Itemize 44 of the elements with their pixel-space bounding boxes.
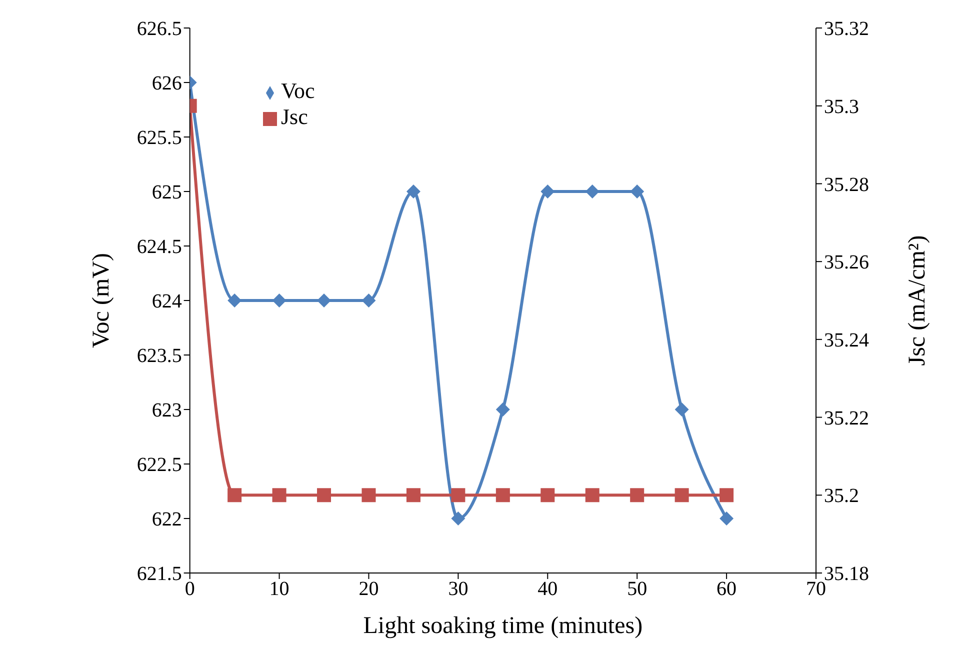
x-axis-title: Light soaking time (minutes) (363, 613, 643, 639)
y2-tick-label: 35.18 (824, 563, 869, 586)
y2-tick-label: 35.28 (824, 174, 869, 196)
y-tick-label: 621.5 (136, 563, 182, 586)
x-tick-label: 10 (269, 578, 290, 600)
y-tick-label: 625.5 (136, 127, 182, 150)
y2-tick-label: 35.22 (824, 407, 869, 430)
y-tick-label: 623.5 (136, 345, 182, 368)
point (540, 184, 555, 198)
x-tick-label: 30 (448, 578, 468, 600)
point (630, 184, 644, 198)
x-tick-label: 50 (627, 578, 648, 600)
point (228, 294, 242, 308)
y2-axis-title: Jsc (mA/cm²) (904, 235, 931, 366)
y-axis-title: Voc (mV) (88, 253, 114, 348)
legend-label: Jsc (281, 104, 308, 129)
y-tick-label: 623 (152, 400, 182, 422)
y-tick-label: 624 (152, 290, 182, 313)
point (585, 184, 600, 198)
y-tick-label: 626 (152, 72, 182, 95)
x-tick-label: 0 (184, 578, 195, 600)
point (406, 184, 420, 198)
x-tick-label: 70 (806, 578, 826, 600)
y2-tick-label: 35.32 (824, 18, 869, 40)
point (674, 402, 689, 416)
point (362, 294, 376, 308)
y2-tick-label: 35.24 (824, 330, 869, 352)
y-tick-label: 622 (152, 508, 182, 531)
y-tick-label: 624.5 (136, 236, 182, 258)
y2-tick-label: 35.2 (824, 485, 859, 508)
y2-tick-label: 35.26 (824, 252, 869, 274)
point (317, 294, 332, 308)
x-tick-label: 20 (358, 578, 379, 600)
point (720, 512, 734, 526)
y-tick-label: 625 (152, 182, 182, 204)
point (272, 294, 286, 308)
legend-label: Voc (281, 78, 315, 103)
point (496, 402, 510, 416)
y-tick-label: 626.5 (136, 18, 182, 40)
x-tick-label: 60 (716, 578, 737, 600)
x-tick-label: 40 (538, 578, 558, 600)
y2-tick-label: 35.3 (824, 96, 859, 118)
y-tick-label: 622.5 (136, 454, 182, 476)
point (451, 512, 466, 526)
